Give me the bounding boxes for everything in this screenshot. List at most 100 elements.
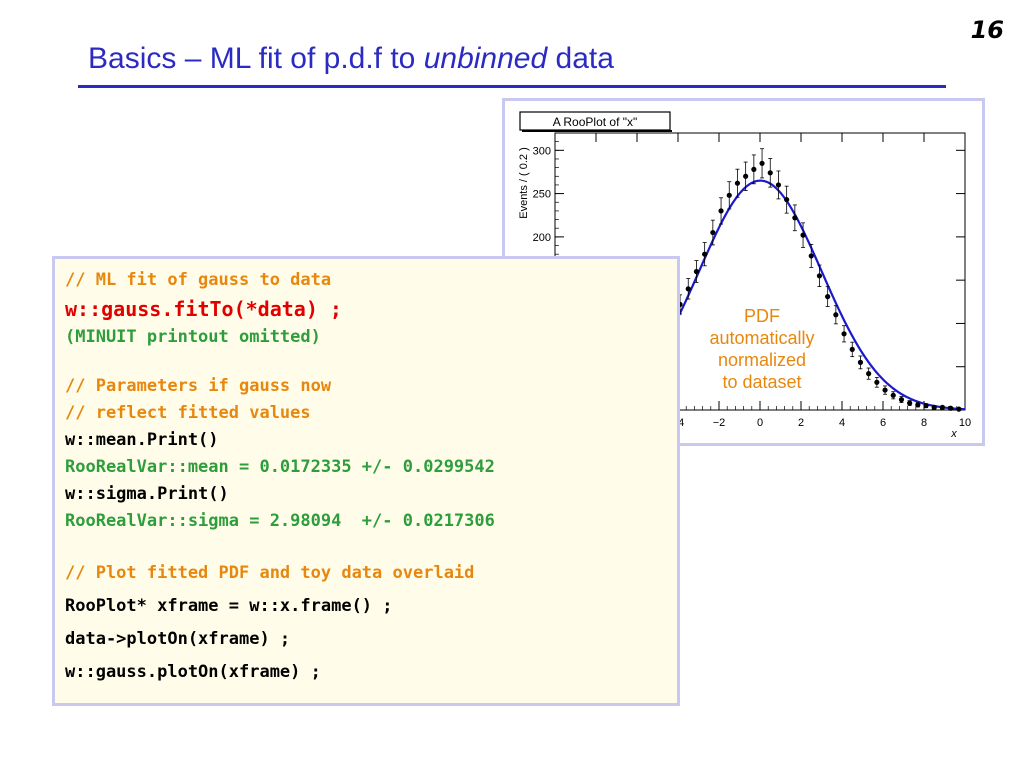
x-axis-label: x xyxy=(950,428,957,440)
data-point xyxy=(923,403,929,409)
pdf-normalization-note: PDF automatically normalized to dataset xyxy=(687,305,837,393)
data-marker xyxy=(882,387,888,393)
data-marker xyxy=(726,192,732,198)
data-marker xyxy=(874,379,880,385)
data-point xyxy=(784,185,790,214)
data-marker xyxy=(800,232,806,238)
data-marker xyxy=(890,392,896,398)
data-point xyxy=(915,402,921,408)
note-line-1: PDF xyxy=(744,306,780,326)
data-point xyxy=(841,325,847,343)
code-fit-call: w::gauss.fitTo(*data) ; xyxy=(65,297,342,321)
data-point xyxy=(743,161,749,191)
data-marker xyxy=(915,402,921,408)
x-tick-label: 6 xyxy=(880,417,886,429)
note-line-4: to dataset xyxy=(722,372,802,392)
code-sigma-result: RooRealVar::sigma = 2.98094 +/- 0.021730… xyxy=(65,511,495,531)
y-axis-label: Events / ( 0.2 ) xyxy=(518,147,530,219)
data-marker xyxy=(767,170,773,176)
x-tick-label: 10 xyxy=(959,417,971,429)
code-comment-params-1: // Parameters if gauss now xyxy=(65,376,332,396)
data-point xyxy=(939,404,946,411)
data-marker xyxy=(784,197,790,203)
data-marker xyxy=(734,180,741,186)
data-point xyxy=(734,168,741,198)
data-marker xyxy=(956,406,962,412)
data-point xyxy=(833,305,839,325)
data-point xyxy=(849,341,855,358)
data-point xyxy=(718,197,724,225)
data-marker xyxy=(857,359,864,365)
code-comment-params-2: // reflect fitted values xyxy=(65,403,311,423)
code-comment-plot: // Plot fitted PDF and toy data overlaid xyxy=(65,563,475,583)
data-marker xyxy=(718,208,724,214)
y-tick-label: 300 xyxy=(533,145,551,157)
y-tick-label: 200 xyxy=(533,232,551,244)
code-minuit-note: (MINUIT printout omitted) xyxy=(65,327,321,347)
data-point xyxy=(890,391,896,400)
code-frame-line: RooPlot* xframe = w::x.frame() ; xyxy=(65,596,393,616)
code-sigma-print: w::sigma.Print() xyxy=(65,484,229,504)
title-underline xyxy=(78,85,946,88)
data-point xyxy=(685,278,691,300)
title-prefix: Basics – ML fit of p.d.f to xyxy=(88,42,424,75)
data-marker xyxy=(825,294,831,300)
chart-title-box: A RooPlot of "x" xyxy=(519,111,672,132)
code-gauss-plot-line: w::gauss.plotOn(xframe) ; xyxy=(65,662,321,682)
data-point xyxy=(898,396,905,404)
code-data-plot-line: data->plotOn(xframe) ; xyxy=(65,629,291,649)
data-point xyxy=(825,286,831,307)
note-line-3: normalized xyxy=(717,350,807,370)
page-number: 16 xyxy=(970,16,1004,44)
data-marker xyxy=(808,253,814,259)
data-marker xyxy=(743,173,749,179)
title-suffix: data xyxy=(547,42,614,75)
data-point xyxy=(693,260,700,283)
data-marker xyxy=(849,346,855,353)
x-tick-label: 4 xyxy=(839,417,845,429)
code-comment-fit: // ML fit of gauss to data xyxy=(65,270,332,290)
data-point xyxy=(800,222,806,248)
data-marker xyxy=(685,286,691,292)
data-marker xyxy=(693,268,700,275)
data-point xyxy=(857,355,864,370)
note-line-2: automatically xyxy=(709,328,815,348)
data-marker xyxy=(923,403,929,409)
y-tick-label: 250 xyxy=(533,189,551,201)
data-point xyxy=(808,243,814,268)
data-point xyxy=(907,400,913,406)
data-marker xyxy=(775,182,782,188)
data-point xyxy=(767,158,773,188)
data-marker xyxy=(792,215,798,221)
data-point xyxy=(775,170,782,200)
code-mean-print: w::mean.Print() xyxy=(65,430,219,450)
data-point xyxy=(792,204,798,232)
data-marker xyxy=(866,371,872,377)
title-emphasis: unbinned xyxy=(423,42,548,75)
data-point xyxy=(710,219,716,246)
data-marker xyxy=(948,405,954,411)
data-marker xyxy=(931,404,937,411)
data-point xyxy=(956,406,962,412)
code-spacer xyxy=(65,351,667,373)
data-point xyxy=(702,242,708,267)
data-point xyxy=(874,377,880,388)
data-marker xyxy=(759,160,765,166)
code-mean-result: RooRealVar::mean = 0.0172335 +/- 0.02995… xyxy=(65,457,495,477)
data-point xyxy=(726,181,732,210)
data-marker xyxy=(841,331,847,337)
data-point xyxy=(816,264,823,288)
data-marker xyxy=(833,312,839,318)
data-marker xyxy=(816,273,823,279)
data-marker xyxy=(751,166,757,172)
data-point xyxy=(882,385,888,395)
code-spacer xyxy=(65,535,667,557)
data-point xyxy=(866,367,872,380)
x-tick-label: −2 xyxy=(713,417,726,429)
code-panel: // ML fit of gauss to data w::gauss.fitT… xyxy=(52,256,680,706)
slide-title: Basics – ML fit of p.d.f to unbinned dat… xyxy=(88,42,614,76)
data-point xyxy=(948,405,954,411)
data-point xyxy=(931,404,937,411)
data-marker xyxy=(898,397,905,403)
chart-title: A RooPlot of "x" xyxy=(553,115,638,129)
